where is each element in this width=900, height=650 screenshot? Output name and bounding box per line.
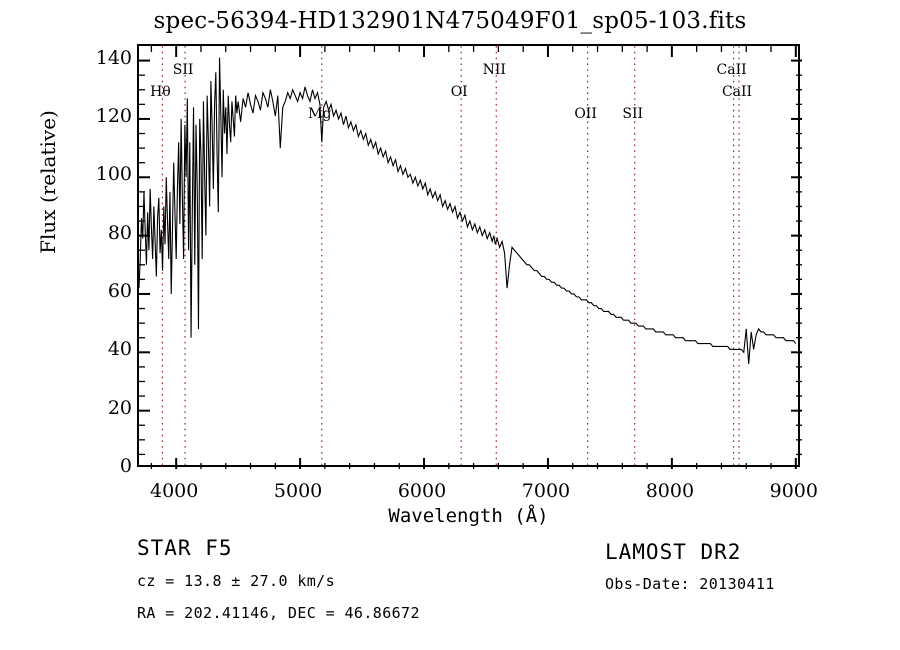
x-tick-label: 9000 xyxy=(769,480,818,502)
spectral-line-markers xyxy=(161,46,740,469)
y-tick-label: 80 xyxy=(107,221,132,244)
page-title: spec-56394-HD132901N475049F01_sp05-103.f… xyxy=(153,8,747,34)
obs-date-text: Obs-Date: 20130411 xyxy=(605,575,775,593)
x-tick-label-layer: 4000 5000 6000 7000 8000 9000 xyxy=(137,474,818,502)
x-tick-label: 5000 xyxy=(273,480,323,502)
y-axis-ticks xyxy=(139,59,802,456)
survey-text: LAMOST DR2 xyxy=(605,540,742,564)
x-axis-label: Wavelength (Å) xyxy=(388,505,549,527)
y-tick-label: 0 xyxy=(119,455,132,477)
x-tick-label: 8000 xyxy=(645,480,695,502)
coordinates-text: RA = 202.41146, DEC = 46.86672 xyxy=(137,604,420,622)
redshift-text: cz = 13.8 ± 27.0 km/s xyxy=(137,572,336,590)
spectrum-trace xyxy=(139,57,797,365)
spectrum-plot xyxy=(139,46,802,469)
y-tick-label-layer: 0 20 40 60 80 100 120 140 xyxy=(62,44,132,475)
y-axis-label: Flux (relative) xyxy=(36,110,60,254)
y-tick-label: 40 xyxy=(107,338,132,361)
object-class-text: STAR F5 xyxy=(137,536,233,560)
y-tick-label: 100 xyxy=(95,163,132,186)
y-tick-label: 60 xyxy=(107,279,132,302)
y-tick-label: 120 xyxy=(95,104,132,127)
x-tick-label: 4000 xyxy=(149,480,199,502)
x-axis-ticks xyxy=(150,46,797,469)
y-tick-label: 20 xyxy=(107,396,132,419)
y-tick-label: 140 xyxy=(95,46,132,69)
x-tick-label: 7000 xyxy=(521,480,571,502)
x-tick-label: 6000 xyxy=(397,480,447,502)
plot-frame xyxy=(137,44,802,469)
